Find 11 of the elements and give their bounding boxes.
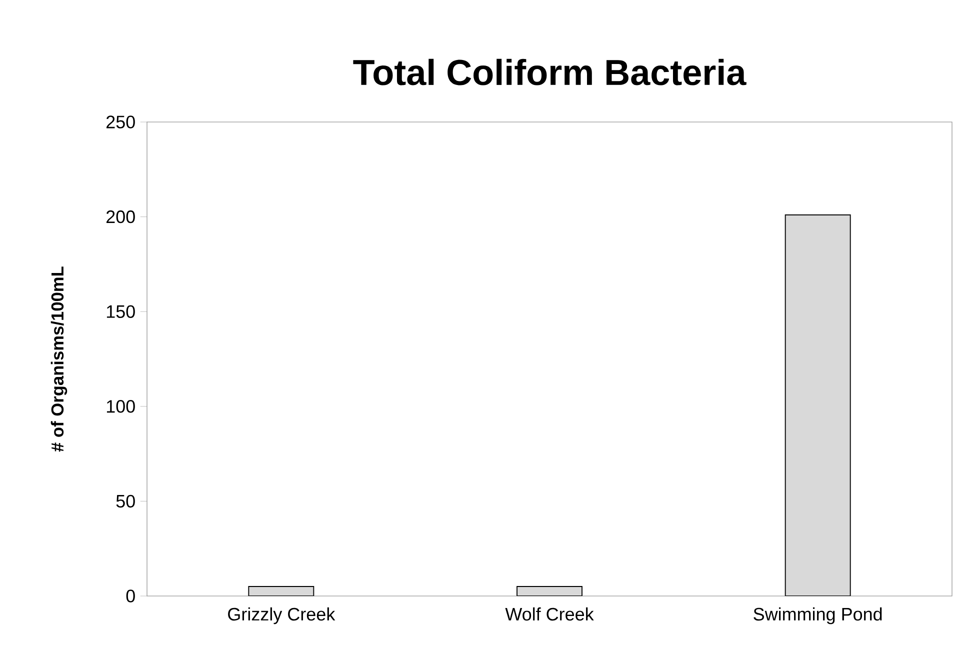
y-tick-label: 50 — [116, 494, 135, 508]
y-tick-label: 100 — [106, 400, 135, 413]
y-axis-title: # of Organisms/100mL — [50, 266, 68, 452]
y-tick-label: 0 — [126, 590, 135, 602]
y-tick-label: 250 — [106, 116, 135, 128]
x-tick-label: Grizzly Creek — [228, 607, 336, 624]
y-tick-label: 150 — [106, 305, 135, 318]
chart-title: Total Coliform Bacteria — [353, 58, 746, 86]
y-tick-label: 200 — [106, 210, 135, 224]
x-tick-label: Swimming Pond — [754, 607, 882, 624]
x-tick-label: Wolf Creek — [505, 607, 594, 621]
